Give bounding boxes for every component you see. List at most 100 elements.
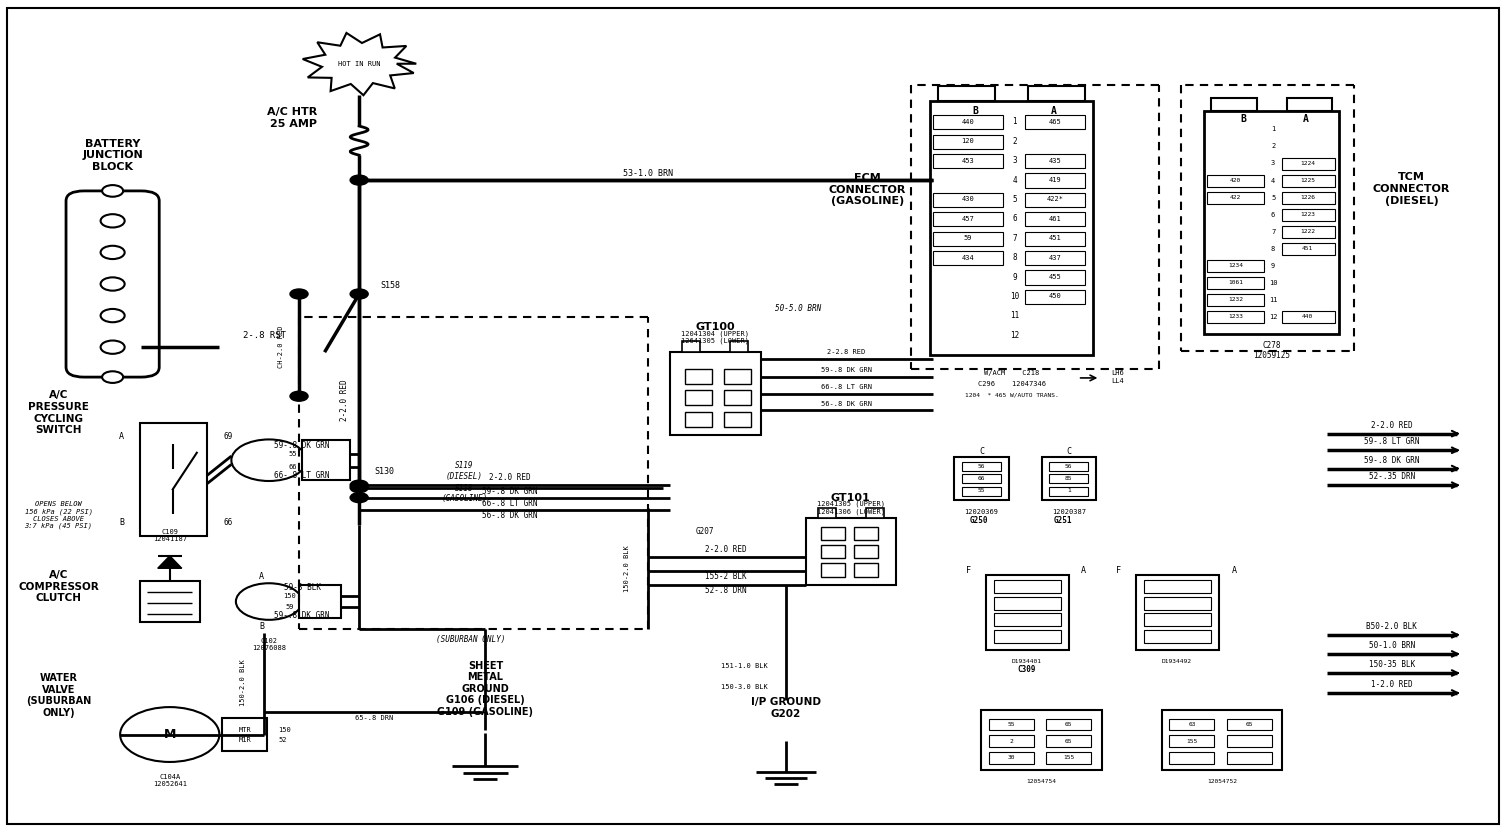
Text: 450: 450: [1048, 294, 1062, 299]
Text: 1226: 1226: [1300, 195, 1315, 200]
Text: 56-.8 DK GRN: 56-.8 DK GRN: [482, 511, 538, 520]
Text: 59-.8 DK GRN: 59-.8 DK GRN: [274, 611, 330, 620]
Text: HOT IN RUN: HOT IN RUN: [337, 61, 381, 67]
Text: 457: 457: [962, 216, 974, 222]
Text: 56: 56: [1065, 464, 1072, 469]
Circle shape: [102, 185, 123, 197]
Text: C109
12041187: C109 12041187: [152, 529, 187, 541]
Bar: [1206, 174, 1264, 187]
Bar: [1282, 158, 1334, 170]
Text: (SUBURBAN ONLY): (SUBURBAN ONLY): [435, 636, 505, 645]
Bar: [1026, 270, 1086, 284]
Text: 1233: 1233: [1227, 314, 1242, 319]
Text: 12041305 (UPPER)
12041306 (LOWER): 12041305 (UPPER) 12041306 (LOWER): [816, 500, 884, 515]
Text: 6: 6: [1271, 212, 1276, 218]
Text: 59: 59: [286, 605, 294, 610]
Text: 2: 2: [1012, 137, 1017, 146]
Text: 1222: 1222: [1300, 229, 1315, 234]
Text: G250: G250: [970, 516, 988, 525]
Text: 1234: 1234: [1227, 264, 1242, 269]
Bar: [1206, 311, 1264, 324]
Text: 453: 453: [962, 158, 974, 163]
Text: A/C
PRESSURE
CYCLING
SWITCH: A/C PRESSURE CYCLING SWITCH: [29, 390, 89, 435]
Text: 150: 150: [283, 593, 297, 599]
Text: M: M: [164, 728, 176, 741]
Bar: [821, 527, 845, 540]
Text: 2: 2: [1271, 143, 1276, 149]
Text: 12054752: 12054752: [1206, 780, 1236, 785]
Text: OPENS BELOW
156 kPa (22 PSI)
CLOSES ABOVE
3:7 kPa (45 PSI): OPENS BELOW 156 kPa (22 PSI) CLOSES ABOV…: [24, 501, 92, 529]
Text: 151-1.0 BLK: 151-1.0 BLK: [721, 663, 768, 670]
Bar: [934, 193, 1003, 207]
Text: 7: 7: [1271, 229, 1276, 234]
Text: A: A: [119, 432, 123, 440]
Bar: [1282, 174, 1334, 187]
Bar: [1206, 260, 1264, 273]
Bar: [818, 509, 836, 519]
Bar: [724, 369, 751, 384]
Text: B: B: [973, 106, 979, 116]
Text: I/P GROUND
G202: I/P GROUND G202: [751, 697, 821, 719]
Text: 2: 2: [1009, 739, 1014, 744]
Text: C: C: [1066, 447, 1071, 456]
Text: 155: 155: [1187, 739, 1197, 744]
Bar: [1282, 311, 1334, 324]
Bar: [1286, 98, 1331, 111]
Text: 30: 30: [1008, 756, 1015, 761]
Bar: [724, 390, 751, 405]
Bar: [989, 752, 1035, 764]
Text: A: A: [1081, 566, 1086, 575]
Text: 437: 437: [1048, 254, 1062, 261]
Bar: [1026, 212, 1086, 226]
Bar: [934, 134, 1003, 148]
Text: 451: 451: [1048, 235, 1062, 241]
Text: S119
(DIESEL): S119 (DIESEL): [446, 461, 483, 480]
Bar: [962, 462, 1001, 471]
Bar: [1161, 711, 1282, 771]
Text: 7: 7: [1012, 234, 1017, 243]
Circle shape: [101, 246, 125, 259]
Bar: [938, 86, 995, 101]
Text: 1061: 1061: [1227, 280, 1242, 285]
Bar: [854, 563, 878, 576]
Text: C296    12047346: C296 12047346: [977, 381, 1045, 387]
Text: 52-.35 DRN: 52-.35 DRN: [1369, 472, 1416, 481]
Text: 56: 56: [977, 464, 985, 469]
Circle shape: [291, 391, 309, 401]
Bar: [1206, 294, 1264, 306]
Text: F: F: [1116, 566, 1122, 575]
Text: 465: 465: [1048, 119, 1062, 125]
Text: 56-.8 DK GRN: 56-.8 DK GRN: [821, 400, 872, 407]
Text: S130: S130: [373, 466, 395, 475]
Bar: [1226, 752, 1271, 764]
Bar: [1226, 736, 1271, 747]
Text: 12041304 (UPPER)
12641305 (LOWER): 12041304 (UPPER) 12641305 (LOWER): [681, 330, 750, 344]
Text: 1-2.0 RED: 1-2.0 RED: [1370, 681, 1413, 689]
Text: 1: 1: [1012, 118, 1017, 127]
Bar: [1145, 613, 1211, 626]
Circle shape: [101, 214, 125, 228]
Text: 440: 440: [962, 119, 974, 125]
Polygon shape: [303, 33, 416, 95]
Bar: [1042, 457, 1096, 500]
Text: 69: 69: [224, 432, 233, 440]
Text: 2-.8 RST: 2-.8 RST: [242, 331, 286, 340]
Text: 66-.8 LT GRN: 66-.8 LT GRN: [482, 499, 538, 508]
Text: 4: 4: [1271, 178, 1276, 183]
Text: 59-.8 DK GRN: 59-.8 DK GRN: [274, 440, 330, 450]
Text: 120: 120: [962, 138, 974, 144]
Text: 1232: 1232: [1227, 297, 1242, 302]
Text: 11: 11: [1011, 311, 1020, 320]
Bar: [1226, 719, 1271, 731]
Bar: [670, 352, 761, 435]
Bar: [934, 212, 1003, 226]
Text: 50-1.0 BRN: 50-1.0 BRN: [1369, 641, 1416, 650]
Text: 1225: 1225: [1300, 178, 1315, 183]
Bar: [1026, 173, 1086, 188]
Text: 53-1.0 BRN: 53-1.0 BRN: [623, 169, 673, 178]
Bar: [821, 545, 845, 558]
Polygon shape: [158, 555, 182, 568]
Text: D1934401: D1934401: [1012, 659, 1042, 664]
Text: A/C HTR
25 AMP: A/C HTR 25 AMP: [267, 107, 318, 128]
Text: 85: 85: [1065, 476, 1072, 481]
